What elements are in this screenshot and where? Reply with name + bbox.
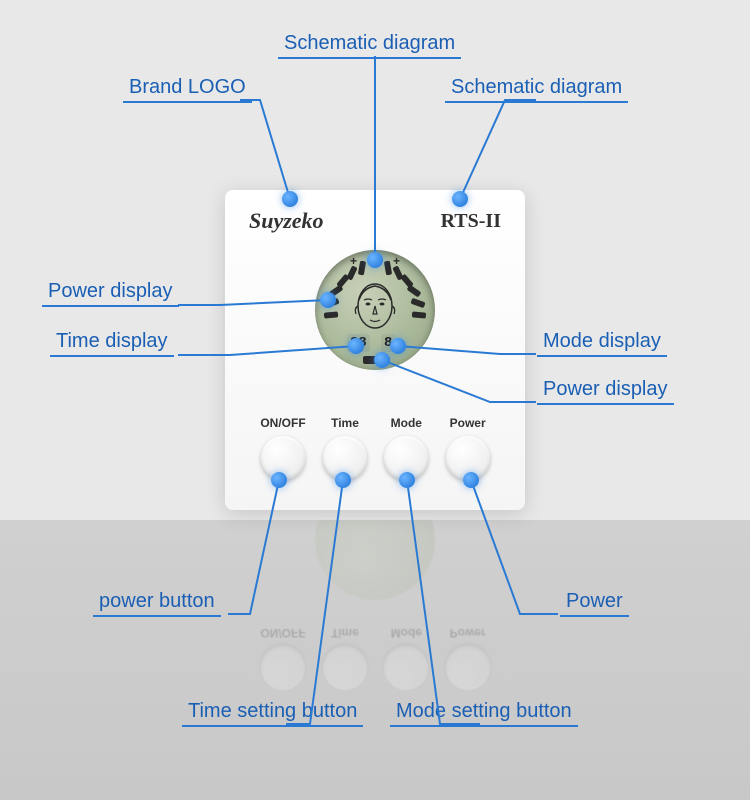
device-reflection: ON/OFF Time Mode Power	[225, 520, 525, 700]
model-text: RTS-II	[441, 210, 501, 233]
callout-dot	[335, 472, 351, 488]
callout-dot	[348, 338, 364, 354]
callout-time-setting: Time setting button	[182, 700, 363, 727]
callout-mode-display: Mode display	[537, 330, 667, 357]
callout-mode-setting: Mode setting button	[390, 700, 578, 727]
lcd-display: + + 88 8	[315, 250, 435, 370]
lcd-plus-left: +	[350, 254, 357, 268]
callout-power-button: power button	[93, 590, 221, 617]
callout-dot	[282, 191, 298, 207]
callout-dot	[374, 352, 390, 368]
button-row: ON/OFF Time Mode Power	[225, 416, 525, 480]
callout-dot	[463, 472, 479, 488]
lcd-plus-right: +	[393, 254, 400, 268]
callout-dot	[452, 191, 468, 207]
callout-time-display: Time display	[50, 330, 174, 357]
callout-schematic-top: Schematic diagram	[278, 32, 461, 59]
callout-dot	[367, 252, 383, 268]
face-schematic-icon	[353, 282, 397, 334]
onoff-button-label: ON/OFF	[260, 416, 305, 430]
callout-schematic-right: Schematic diagram	[445, 76, 628, 103]
callout-dot	[390, 338, 406, 354]
time-button-label: Time	[331, 416, 359, 430]
brand-logo-text: Suyzeko	[249, 208, 324, 234]
power-button-label: Power	[450, 416, 486, 430]
callout-power-display-left: Power display	[42, 280, 179, 307]
mode-button-label: Mode	[391, 416, 422, 430]
callout-power-right: Power	[560, 590, 629, 617]
callout-dot	[320, 292, 336, 308]
callout-dot	[271, 472, 287, 488]
callout-brand-logo: Brand LOGO	[123, 76, 252, 103]
callout-dot	[399, 472, 415, 488]
device-panel: Suyzeko RTS-II + +	[225, 190, 525, 510]
callout-power-display-right: Power display	[537, 378, 674, 405]
